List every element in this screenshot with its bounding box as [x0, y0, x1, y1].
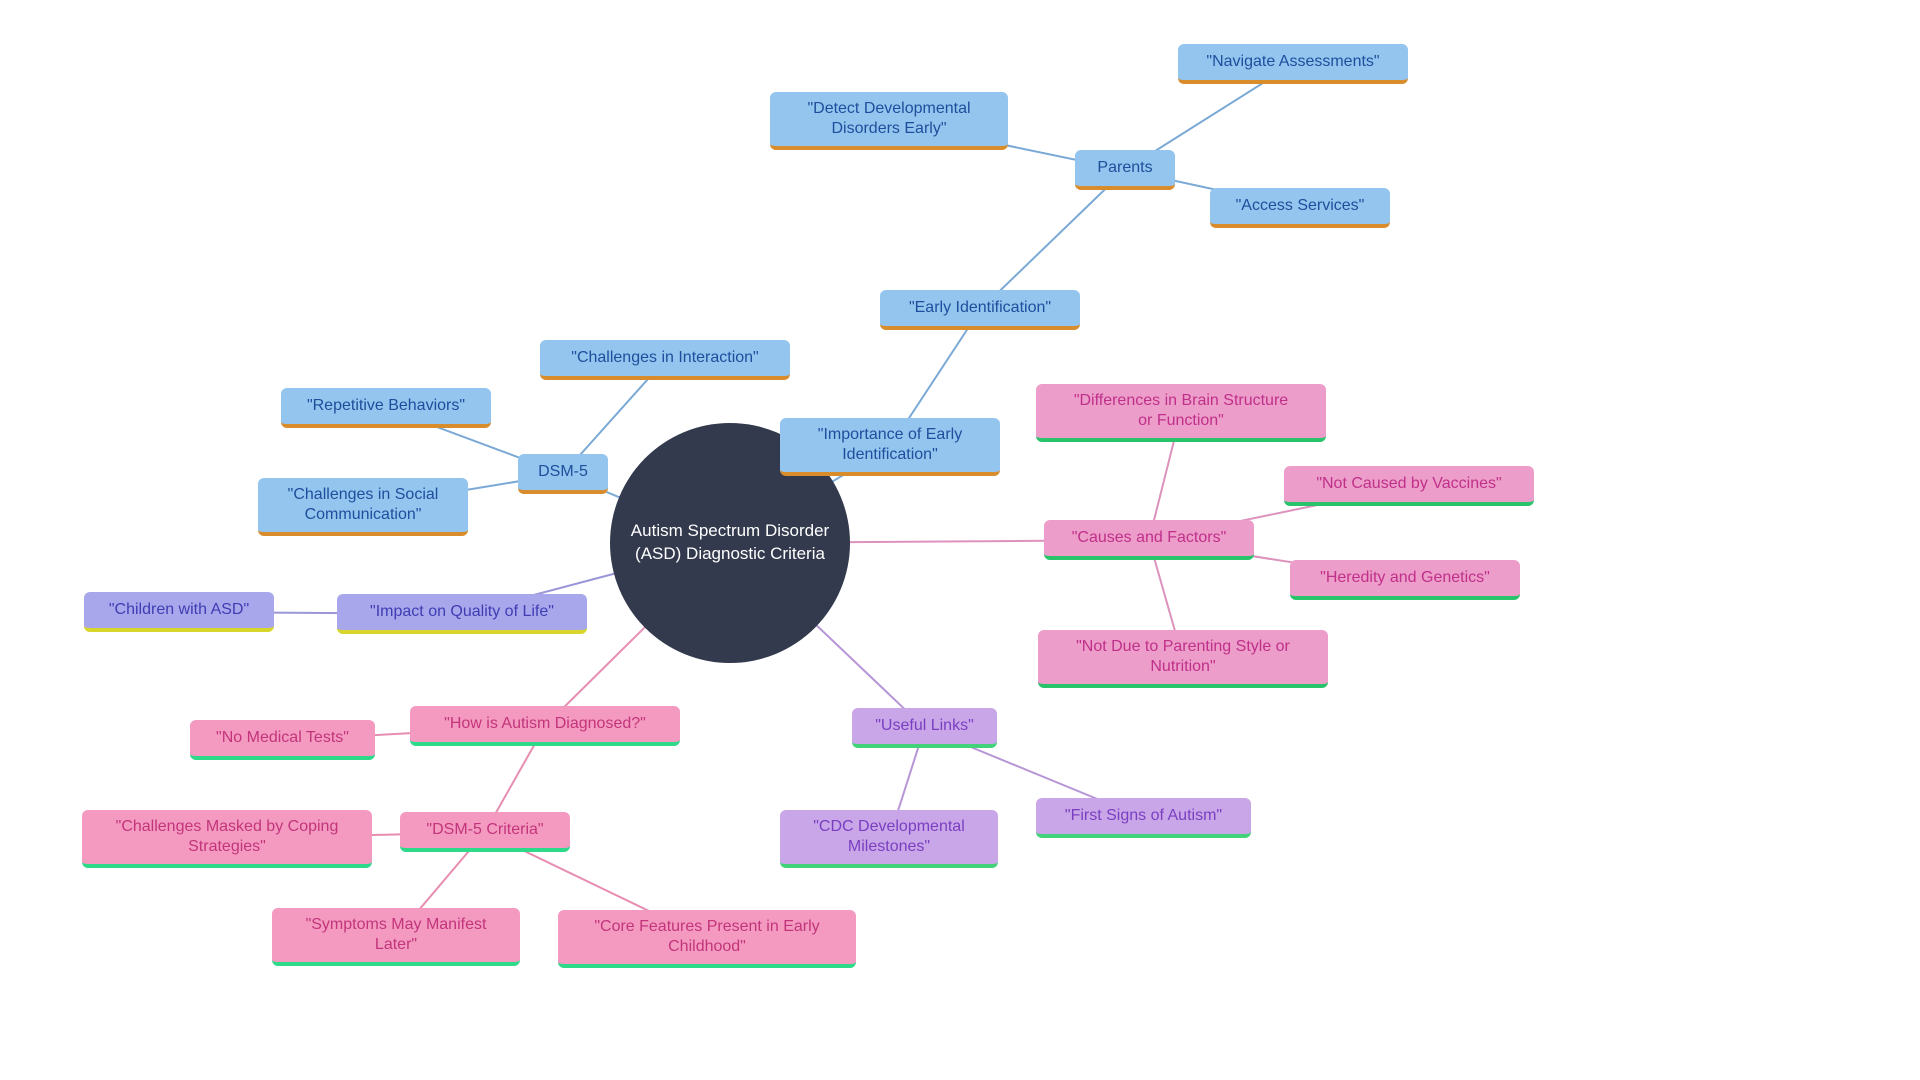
- node-causes[interactable]: "Causes and Factors": [1044, 520, 1254, 560]
- node-masked[interactable]: "Challenges Masked by Coping Strategies": [82, 810, 372, 868]
- node-impact-qol[interactable]: "Impact on Quality of Life": [337, 594, 587, 634]
- node-first-signs[interactable]: "First Signs of Autism": [1036, 798, 1251, 838]
- node-symptoms-later[interactable]: "Symptoms May Manifest Later": [272, 908, 520, 966]
- node-dsm5-crit[interactable]: "DSM-5 Criteria": [400, 812, 570, 852]
- mindmap-canvas: Autism Spectrum Disorder (ASD) Diagnosti…: [0, 0, 1920, 1080]
- node-early-id[interactable]: "Early Identification": [880, 290, 1080, 330]
- node-core-features[interactable]: "Core Features Present in Early Childhoo…: [558, 910, 856, 968]
- edge: [980, 170, 1125, 310]
- node-no-tests[interactable]: "No Medical Tests": [190, 720, 375, 760]
- node-brain-diff[interactable]: "Differences in Brain Structure or Funct…: [1036, 384, 1326, 442]
- node-cdc[interactable]: "CDC Developmental Milestones": [780, 810, 998, 868]
- node-early-id-imp[interactable]: "Importance of Early Identification": [780, 418, 1000, 476]
- node-dsm5[interactable]: DSM-5: [518, 454, 608, 494]
- node-how-diag[interactable]: "How is Autism Diagnosed?": [410, 706, 680, 746]
- node-detect-early[interactable]: "Detect Developmental Disorders Early": [770, 92, 1008, 150]
- node-rep-behav[interactable]: "Repetitive Behaviors": [281, 388, 491, 428]
- node-not-parenting[interactable]: "Not Due to Parenting Style or Nutrition…: [1038, 630, 1328, 688]
- node-chal-interaction[interactable]: "Challenges in Interaction": [540, 340, 790, 380]
- node-heredity[interactable]: "Heredity and Genetics": [1290, 560, 1520, 600]
- node-not-vacc[interactable]: "Not Caused by Vaccines": [1284, 466, 1534, 506]
- node-useful-links[interactable]: "Useful Links": [852, 708, 997, 748]
- node-nav-assess[interactable]: "Navigate Assessments": [1178, 44, 1408, 84]
- node-children-asd[interactable]: "Children with ASD": [84, 592, 274, 632]
- node-chal-social[interactable]: "Challenges in Social Communication": [258, 478, 468, 536]
- node-access-serv[interactable]: "Access Services": [1210, 188, 1390, 228]
- node-parents[interactable]: Parents: [1075, 150, 1175, 190]
